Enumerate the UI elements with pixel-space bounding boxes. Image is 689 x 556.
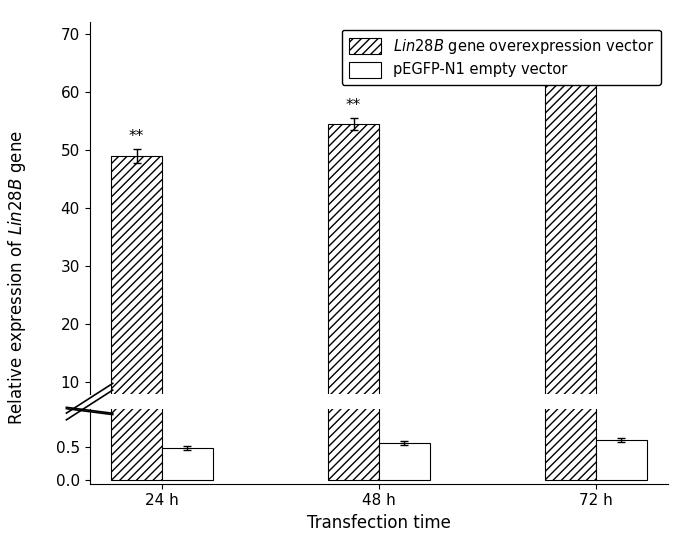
Bar [328, 124, 379, 440]
Text: **: ** [563, 52, 578, 67]
Bar [596, 437, 646, 440]
Bar [379, 443, 430, 480]
Bar [545, 77, 596, 440]
Bar [328, 0, 379, 480]
Legend: $\mathit{Lin28B}$ gene overexpression vector, pEGFP-N1 empty vector: $\mathit{Lin28B}$ gene overexpression ve… [342, 29, 661, 85]
Text: Relative expression of $\mathit{Lin28B}$ gene: Relative expression of $\mathit{Lin28B}$… [6, 131, 28, 425]
Text: **: ** [346, 98, 361, 113]
Bar [379, 437, 430, 440]
Text: **: ** [129, 129, 144, 144]
Bar [545, 0, 596, 480]
Bar [162, 438, 212, 440]
Bar [596, 440, 646, 480]
Bar [112, 156, 162, 440]
Bar [112, 0, 162, 480]
X-axis label: Transfection time: Transfection time [307, 514, 451, 532]
Bar [162, 448, 212, 480]
